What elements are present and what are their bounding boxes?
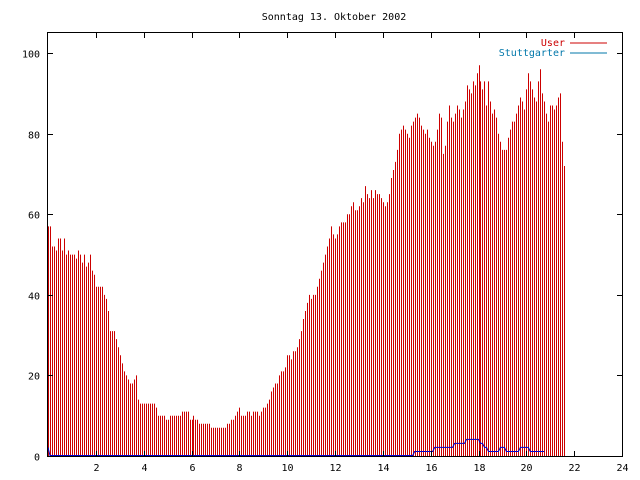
- x-tick-label: 2: [93, 463, 99, 474]
- x-tick-label: 16: [425, 463, 437, 474]
- x-tick-label: 4: [141, 463, 147, 474]
- x-tick-label: 20: [520, 463, 532, 474]
- y-tick-label: 60: [28, 211, 40, 222]
- x-tick-label: 12: [329, 463, 341, 474]
- legend: User Stuttgarter: [499, 38, 607, 59]
- legend-label-stuttgarter: Stuttgarter: [499, 48, 565, 59]
- x-axis: 2 4 6 8 10 12 14 16 18 20 22 24: [93, 33, 629, 474]
- x-tick-label: 22: [568, 463, 580, 474]
- y-tick-label: 100: [22, 50, 40, 61]
- plot-frame: [47, 32, 623, 457]
- x-tick-label: 24: [616, 463, 628, 474]
- user-bars: [48, 65, 565, 456]
- y-tick-label: 40: [28, 292, 40, 303]
- y-tick-label: 0: [34, 453, 40, 464]
- x-tick-label: 8: [236, 463, 242, 474]
- y-tick-label: 80: [28, 131, 40, 142]
- y-axis: 0 20 40 60 80 100: [22, 50, 622, 464]
- x-tick-label: 14: [377, 463, 389, 474]
- legend-label-user: User: [541, 38, 565, 49]
- x-tick-label: 6: [189, 463, 195, 474]
- chart-title: Sonntag 13. Oktober 2002: [262, 12, 407, 23]
- stuttgarter-series-line: [47, 438, 545, 456]
- x-tick-label: 18: [473, 463, 485, 474]
- y-tick-label: 20: [28, 372, 40, 383]
- x-tick-label: 10: [281, 463, 293, 474]
